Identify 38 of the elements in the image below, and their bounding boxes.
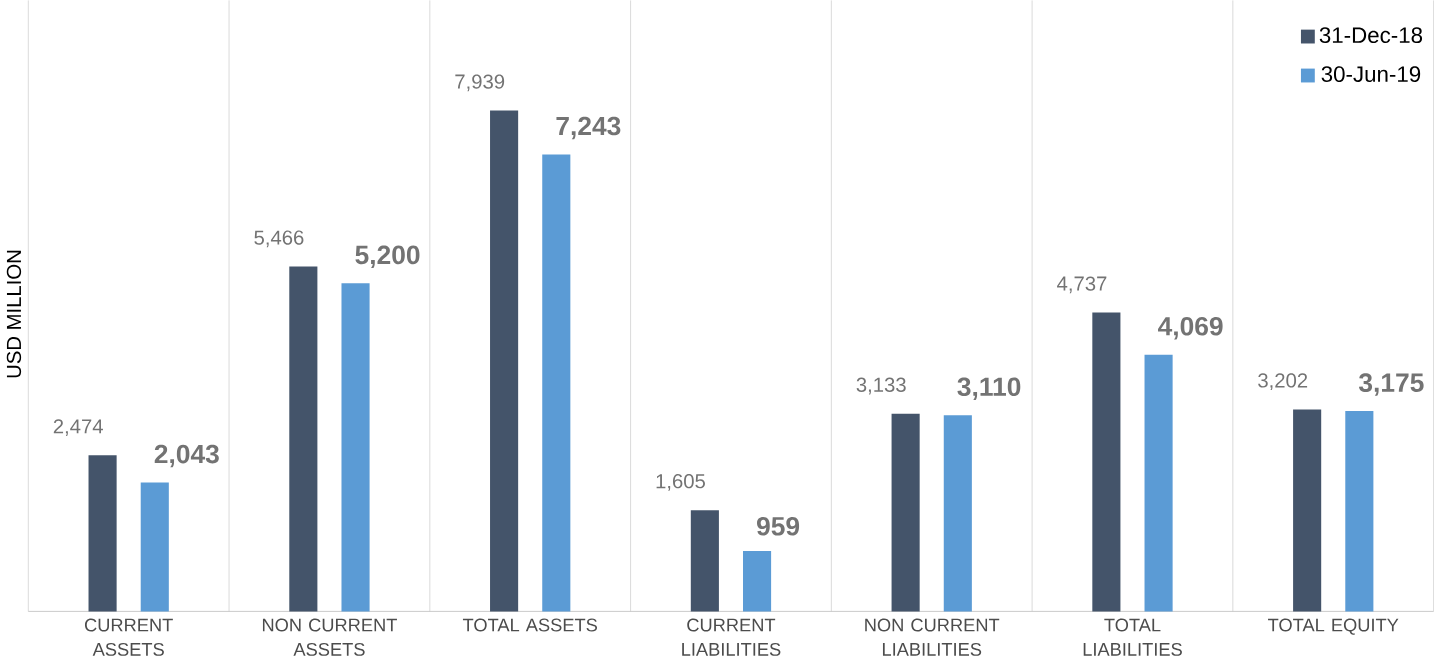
- data-label: 3,133: [856, 377, 906, 395]
- data-label: 959: [757, 517, 800, 536]
- x-tick-label: NON CURRENT ASSETS: [262, 618, 397, 657]
- x-tick-label: CURRENT ASSETS: [84, 618, 173, 657]
- bar: [341, 283, 370, 612]
- x-tick-label: TOTAL EQUITY: [1268, 618, 1399, 635]
- bar: [88, 455, 117, 612]
- bar: [1092, 312, 1121, 612]
- x-tick-label: TOTAL ASSETS: [462, 618, 598, 632]
- data-label: 3,202: [1258, 373, 1308, 391]
- data-label: 3,110: [957, 377, 1021, 401]
- data-label: 4,069: [1158, 317, 1223, 340]
- bar: [1293, 409, 1322, 612]
- bar: [1345, 411, 1374, 612]
- bar: [140, 482, 169, 612]
- data-label: 5,200: [355, 245, 420, 269]
- data-label: 3,175: [1358, 373, 1424, 396]
- bar: [943, 415, 972, 612]
- bar: [690, 510, 719, 612]
- data-label: 5,466: [254, 230, 304, 248]
- data-label: 2,043: [154, 444, 219, 468]
- bar: [743, 551, 772, 612]
- data-label: 4,737: [1057, 276, 1107, 294]
- data-label: 7,243: [556, 116, 621, 140]
- x-tick-label: TOTAL LIABILITIES: [1083, 618, 1182, 657]
- legend-label: 31-Dec-18: [1319, 27, 1423, 44]
- bar: [891, 413, 920, 612]
- data-label: 1,605: [656, 474, 705, 491]
- data-label: 2,474: [53, 419, 103, 437]
- x-tick-label: CURRENT LIABILITIES: [682, 618, 781, 657]
- bar: [542, 154, 571, 612]
- bar: [1144, 354, 1173, 612]
- legend-label: 30-Jun-19: [1321, 66, 1421, 83]
- x-tick-label: NON CURRENT LIABILITIES: [865, 618, 1000, 657]
- data-label: 7,939: [455, 74, 505, 92]
- y-axis-title: USD MILLION: [6, 251, 22, 378]
- bar: [490, 110, 519, 612]
- bar: [289, 266, 318, 612]
